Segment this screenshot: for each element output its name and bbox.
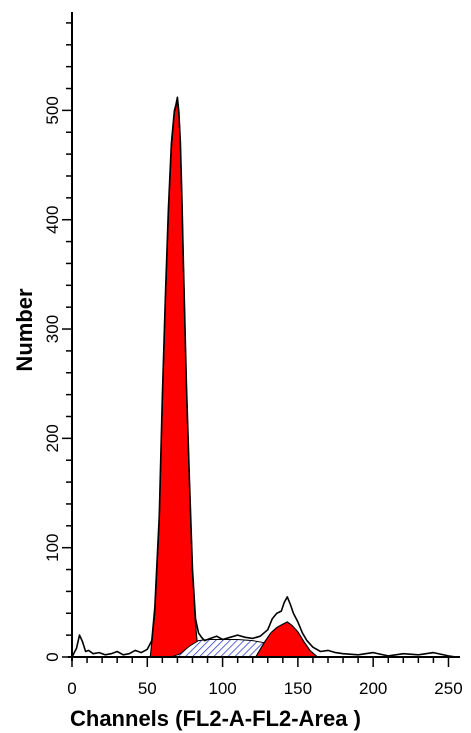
axes-layer <box>68 12 460 661</box>
g2-peak-area <box>254 621 320 658</box>
x-tick-label: 150 <box>284 679 312 698</box>
x-tick-label: 100 <box>208 679 236 698</box>
x-tick-label: 50 <box>138 679 157 698</box>
y-axis-title: Number <box>12 288 37 372</box>
ticks-layer: 0 50 100 150 200 250 0 100 200 300 400 500 <box>43 22 463 698</box>
x-tick-label: 250 <box>434 679 462 698</box>
y-tick-label: 100 <box>43 533 62 561</box>
x-axis-title: Channels (FL2-A-FL2-Area ) <box>70 706 361 731</box>
y-tick-label: 200 <box>43 424 62 452</box>
g1-peak-area <box>149 99 200 658</box>
y-tick-label: 0 <box>43 652 62 661</box>
series-layer <box>71 96 457 658</box>
y-tick-label: 500 <box>43 96 62 124</box>
x-tick-label: 0 <box>67 679 76 698</box>
histogram-line <box>71 96 457 658</box>
y-tick-label: 400 <box>43 206 62 234</box>
x-tick-label: 200 <box>359 679 387 698</box>
y-tick-label: 300 <box>43 315 62 343</box>
